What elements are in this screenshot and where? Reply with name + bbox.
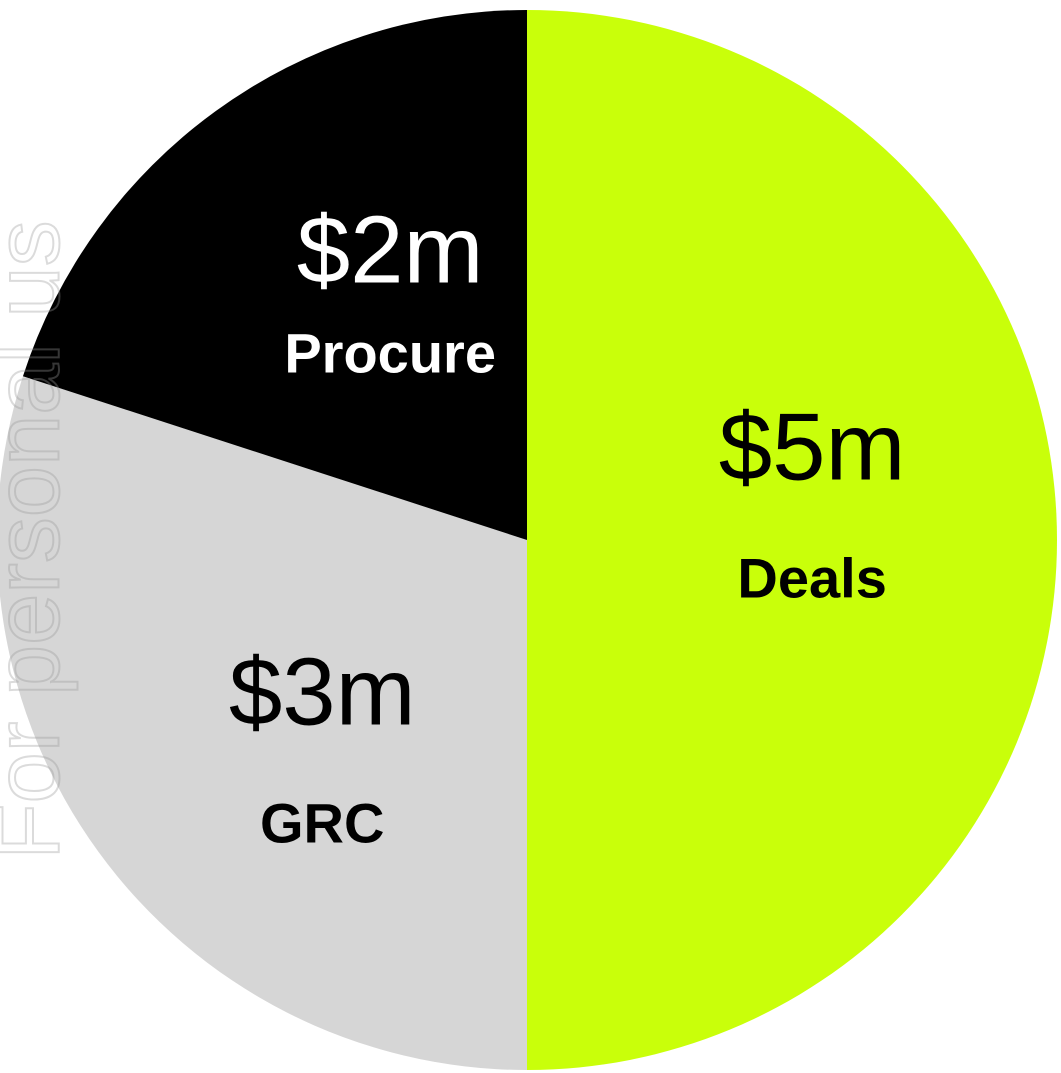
slice-category-label-procure: Procure — [284, 322, 496, 385]
watermark: For personal us — [0, 219, 79, 860]
slice-value-label-grc: $3m — [229, 638, 416, 745]
pie-labels: $5m Deals $3m GRC $2m Procure — [229, 197, 906, 855]
pie-slice-procure — [22, 10, 528, 540]
pie-slice-grc — [0, 376, 527, 1070]
slice-value-label-deals: $5m — [719, 393, 906, 500]
slice-value-label-procure: $2m — [297, 197, 484, 304]
slice-category-label-deals: Deals — [737, 546, 886, 609]
pie-slice-deals — [527, 10, 1057, 1070]
slice-category-label-grc: GRC — [260, 791, 384, 854]
pie-slices — [0, 10, 1057, 1070]
watermark-text: For personal us — [0, 220, 78, 859]
